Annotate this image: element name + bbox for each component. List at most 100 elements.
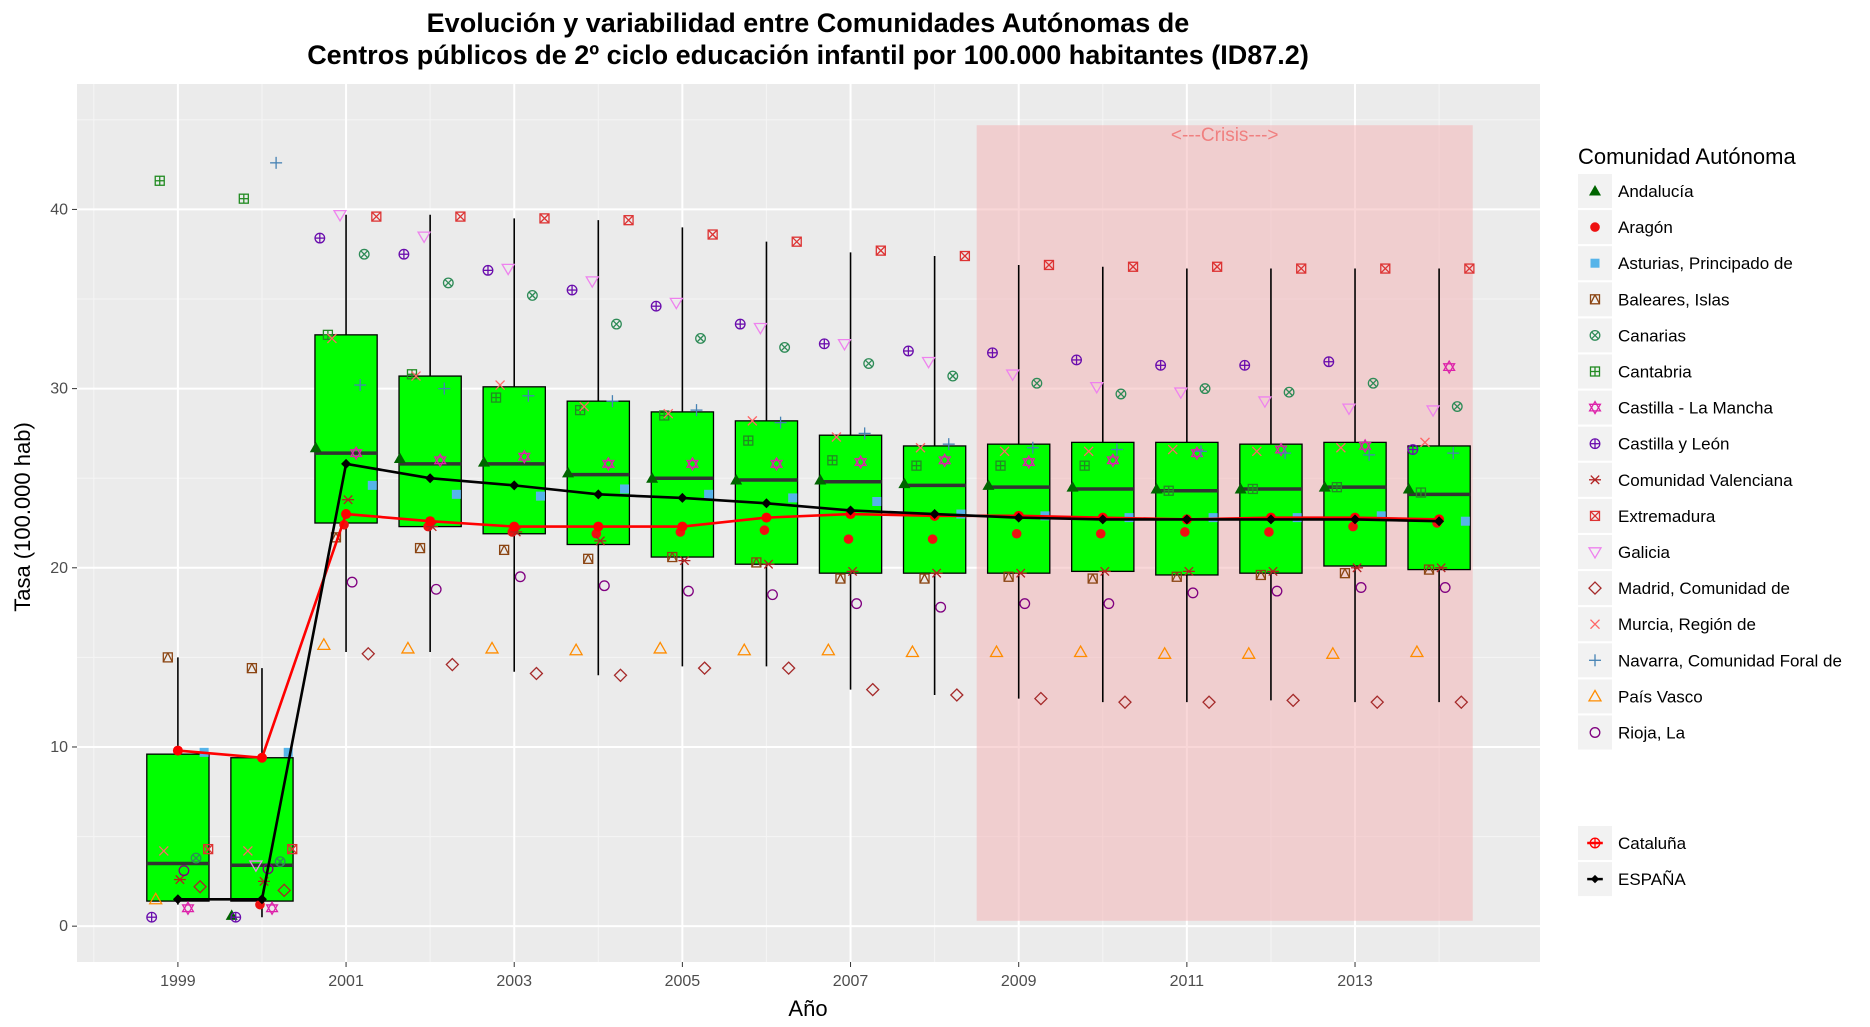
data-point-comunidad-valenciana — [173, 874, 186, 885]
data-point-madrid-comunidad-de — [613, 668, 628, 683]
data-point-navarra-comunidad-foral-de — [1447, 447, 1460, 460]
data-point-pa-s-vasco — [737, 642, 752, 656]
data-point-extremadura — [371, 211, 382, 222]
legend-label: Madrid, Comunidad de — [1618, 579, 1790, 598]
data-point-madrid-comunidad-de — [865, 682, 880, 697]
legend-label: Asturias, Principado de — [1618, 254, 1793, 273]
data-point-madrid-comunidad-de — [781, 661, 796, 676]
cataluna-point — [256, 752, 267, 763]
data-point-pa-s-vasco — [568, 642, 584, 656]
data-point-castilla-la-mancha — [938, 452, 952, 468]
legend-symbol — [1589, 438, 1601, 450]
legend-symbol — [1590, 619, 1600, 630]
data-point-asturias-principado-de — [451, 489, 461, 499]
data-point-pa-s-vasco — [148, 891, 163, 905]
legend-label: Murcia, Región de — [1618, 615, 1756, 634]
legend-symbol — [1590, 222, 1600, 232]
data-point-navarra-comunidad-foral-de — [1026, 441, 1039, 454]
data-point-castilla-y-le-n — [1323, 356, 1335, 368]
data-point-pa-s-vasco — [1241, 646, 1256, 659]
box-iqr — [650, 411, 715, 558]
data-point-castilla-la-mancha — [1022, 454, 1036, 470]
data-point-navarra-comunidad-foral-de — [690, 404, 703, 417]
data-point-galicia — [753, 322, 768, 335]
data-point-extremadura — [287, 843, 298, 855]
data-point-extremadura — [539, 213, 550, 224]
data-point-rioja-la — [767, 589, 778, 601]
data-point-rioja-la — [598, 580, 610, 592]
x-tick-label: 1999 — [160, 973, 196, 990]
box-iqr — [734, 420, 799, 565]
data-point-arag-n — [1180, 527, 1190, 537]
data-point-navarra-comunidad-foral-de — [1194, 445, 1207, 458]
data-point-cantabria — [1163, 485, 1174, 496]
box-iqr — [146, 753, 210, 902]
legend-label: Castilla - La Mancha — [1618, 399, 1774, 418]
legend-title: Comunidad Autónoma — [1578, 144, 1796, 169]
espana-point — [677, 492, 688, 503]
data-point-rioja-la — [1019, 598, 1031, 610]
data-point-murcia-regi-n-de — [1167, 444, 1178, 455]
data-point-andaluc-a — [1150, 482, 1163, 494]
data-point-baleares-islas — [1171, 571, 1182, 582]
data-point-andaluc-a — [477, 456, 490, 467]
espana-point — [845, 505, 856, 516]
data-point-pa-s-vasco — [1157, 646, 1172, 659]
data-point-canarias — [1451, 401, 1463, 412]
data-point-baleares-islas — [162, 652, 173, 663]
data-point-galicia — [1257, 396, 1273, 409]
legend-symbol — [1590, 258, 1600, 268]
data-point-navarra-comunidad-foral-de — [774, 416, 787, 429]
data-point-comunidad-valenciana — [1098, 566, 1111, 577]
data-point-castilla-la-mancha — [181, 900, 195, 916]
data-point-madrid-comunidad-de — [277, 883, 292, 898]
box-iqr — [1155, 441, 1219, 576]
box-iqr — [230, 757, 294, 902]
espana-point — [172, 894, 183, 905]
data-point-asturias-principado-de — [704, 489, 714, 499]
data-point-navarra-comunidad-foral-de — [1363, 448, 1376, 461]
legend-label: País Vasco — [1618, 687, 1703, 706]
data-point-canarias — [1199, 383, 1211, 395]
crisis-region — [976, 125, 1473, 921]
legend-symbol — [1587, 874, 1603, 884]
data-point-baleares-islas — [583, 553, 594, 564]
data-point-asturias-principado-de — [872, 496, 882, 506]
series-line-espa-a — [177, 462, 1440, 901]
data-point-pa-s-vasco — [1409, 644, 1425, 658]
data-point-galicia — [669, 297, 684, 310]
data-point-andaluc-a — [1066, 481, 1079, 492]
data-point-andaluc-a — [814, 473, 827, 485]
data-point-murcia-regi-n-de — [1083, 446, 1094, 457]
data-point-galicia — [1089, 381, 1104, 395]
data-point-castilla-la-mancha — [349, 445, 363, 461]
legend-symbol — [1589, 654, 1601, 667]
data-point-andaluc-a — [1402, 482, 1415, 494]
data-point-extremadura — [875, 245, 886, 256]
legend-label: Galicia — [1618, 543, 1671, 562]
x-tick-label: 2007 — [833, 973, 869, 990]
legend-label: Navarra, Comunidad Foral de — [1618, 651, 1842, 670]
data-point-murcia-regi-n-de — [1420, 437, 1430, 448]
data-point-murcia-regi-n-de — [915, 442, 926, 453]
legend-symbol — [1588, 400, 1602, 415]
data-point-asturias-principado-de — [788, 493, 798, 503]
data-point-rioja-la — [851, 598, 863, 610]
data-point-castilla-la-mancha — [601, 456, 615, 472]
data-point-canarias — [1031, 377, 1043, 389]
data-point-comunidad-valenciana — [594, 536, 607, 546]
legend-label: Cantabria — [1618, 363, 1692, 382]
data-point-murcia-regi-n-de — [999, 446, 1010, 457]
data-point-galicia — [1005, 369, 1020, 382]
espana-point — [929, 509, 940, 520]
legend-label: Rioja, La — [1618, 724, 1686, 743]
data-point-galicia — [416, 231, 432, 244]
data-point-castilla-y-le-n — [146, 911, 158, 923]
data-point-extremadura — [1127, 261, 1139, 272]
data-point-castilla-y-le-n — [1071, 354, 1082, 366]
y-tick-label: 20 — [50, 560, 68, 577]
data-point-madrid-comunidad-de — [1118, 695, 1132, 710]
data-point-castilla-la-mancha — [1358, 438, 1372, 454]
cataluna-point — [425, 516, 436, 527]
data-point-navarra-comunidad-foral-de — [270, 156, 283, 169]
